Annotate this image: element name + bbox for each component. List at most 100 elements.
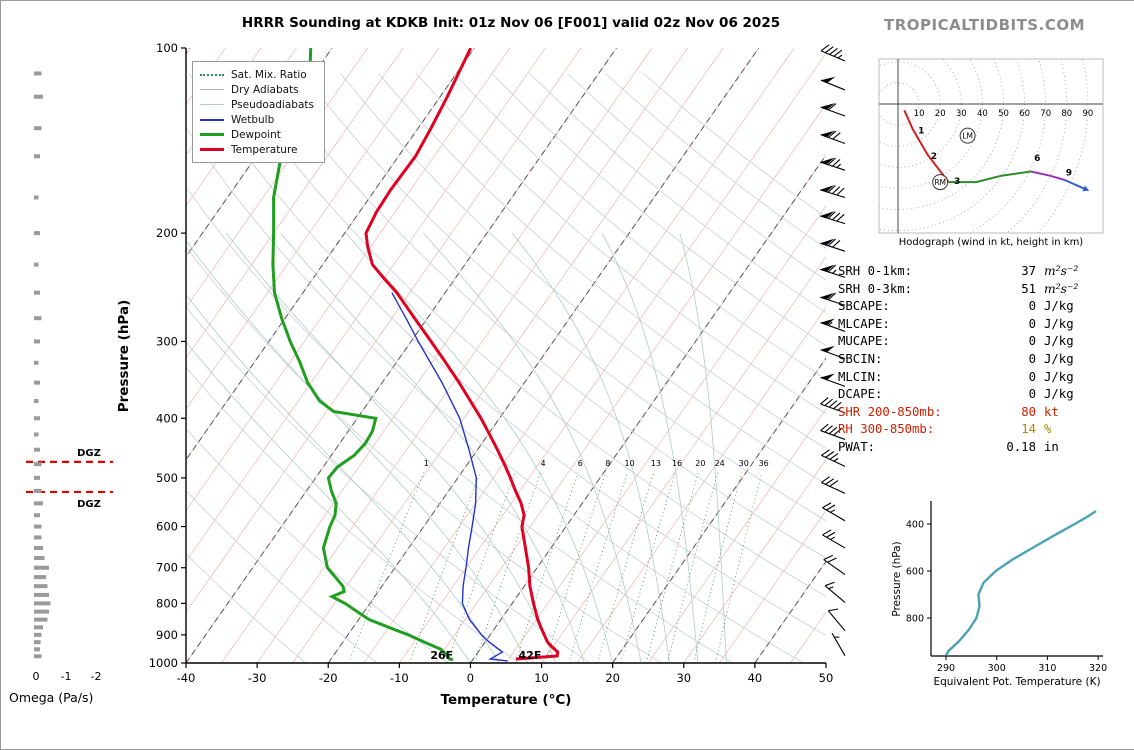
legend-item: Pseudoadiabats	[200, 97, 314, 112]
stat-row: SRH 0-3km: 51 m²s⁻²	[838, 281, 1102, 299]
stat-unit: in	[1044, 439, 1059, 454]
svg-text:-1: -1	[61, 670, 72, 683]
stat-row: SRH 0-1km: 37 m²s⁻²	[838, 263, 1102, 281]
stat-row: DCAPE: 0 J/kg	[838, 386, 1102, 404]
svg-text:Temperature (°C): Temperature (°C)	[441, 692, 572, 708]
svg-text:600: 600	[156, 520, 178, 534]
svg-text:90: 90	[1082, 109, 1093, 119]
stat-unit: J/kg	[1044, 334, 1074, 349]
svg-text:600: 600	[906, 567, 924, 578]
skewt-legend: Sat. Mix. Ratio Dry Adiabats Pseudoadiabat…	[192, 61, 325, 163]
omega-bar	[34, 640, 41, 645]
stat-unit: J/kg	[1044, 387, 1074, 402]
pseudo-line-sample	[200, 104, 224, 105]
legend-item: Temperature	[200, 142, 314, 157]
omega-bar	[34, 632, 42, 637]
skewt-axes: -40 -30 -20 -10 0 10 20 30 40 50 100 200 300 400 500 60…	[116, 41, 833, 708]
stat-unit: m²s⁻²	[1044, 264, 1079, 278]
thetae-axes: 400 600 800 290 300 310 320 Equivalent Pot. Tem…	[891, 501, 1107, 688]
svg-text:10: 10	[534, 671, 549, 685]
stat-unit: m²s⁻²	[1044, 281, 1079, 296]
omega-bar	[34, 416, 40, 421]
hodograph-trace: 1 2 3 6 9 RM LM	[903, 109, 1090, 192]
svg-text:400: 400	[156, 411, 178, 425]
legend-item: Sat. Mix. Ratio	[200, 67, 314, 82]
omega-bar	[34, 316, 42, 321]
svg-text:36: 36	[759, 459, 769, 468]
svg-text:500: 500	[156, 471, 178, 485]
svg-text:300: 300	[156, 334, 178, 348]
svg-text:DGZ: DGZ	[77, 499, 101, 510]
omega-bar	[34, 535, 42, 540]
wetbulb-curve	[391, 292, 508, 662]
stat-label: MLCIN:	[838, 369, 883, 384]
hodograph: 10 20 30 40 50 60 70 80 90 1 2 3 6 9 RM LM	[878, 58, 1104, 234]
omega-bar	[34, 556, 45, 561]
svg-text:1: 1	[918, 127, 924, 137]
svg-text:Omega (Pa/s): Omega (Pa/s)	[9, 690, 93, 705]
hodograph-caption: Hodograph (wind in kt, height in km)	[898, 237, 1084, 248]
svg-text:-30: -30	[248, 671, 267, 685]
svg-text:8: 8	[605, 459, 610, 468]
omega-bar	[34, 475, 40, 480]
svg-text:310: 310	[1038, 663, 1056, 674]
stat-row: SBCAPE: 0 J/kg	[838, 298, 1102, 316]
satmix-line-sample	[200, 73, 224, 76]
svg-text:320: 320	[1089, 663, 1107, 674]
dewpoint-line-sample	[200, 133, 224, 136]
stat-unit: J/kg	[1044, 316, 1074, 331]
svg-text:13: 13	[651, 459, 661, 468]
omega-bar	[34, 609, 49, 614]
stat-value: 0	[1028, 369, 1036, 384]
wetbulb-line-sample	[200, 118, 224, 121]
omega-bar	[34, 195, 39, 200]
stats-panel: SRH 0-1km: 37 m²s⁻² SRH 0-3km: 51 m²s⁻² SBCAPE…	[838, 263, 1102, 457]
svg-text:20: 20	[935, 109, 946, 119]
svg-text:-40: -40	[177, 671, 196, 685]
stat-value: 0	[1028, 299, 1036, 314]
svg-text:26F: 26F	[430, 649, 453, 662]
svg-text:-20: -20	[319, 671, 338, 685]
thetae-chart: 400 600 800 290 300 310 320 Equivalent Pot. Tem…	[891, 501, 1107, 688]
stat-label: PWAT:	[838, 439, 876, 454]
omega-panel: 0 -1 -2 Omega (Pa/s)	[9, 71, 101, 705]
omega-bar	[34, 126, 42, 131]
svg-text:0: 0	[33, 670, 40, 683]
svg-text:30: 30	[676, 671, 691, 685]
svg-text:6: 6	[1034, 154, 1040, 164]
omega-bar	[34, 625, 43, 630]
omega-bar	[34, 262, 39, 267]
omega-bar	[34, 360, 39, 365]
svg-text:700: 700	[156, 561, 178, 575]
svg-text:80: 80	[1061, 109, 1072, 119]
omega-bar	[34, 462, 42, 467]
omega-bar	[34, 71, 42, 76]
stat-label: SBCAPE:	[838, 299, 890, 314]
omega-bar	[34, 654, 42, 659]
svg-text:10: 10	[914, 109, 925, 119]
stat-unit: %	[1044, 422, 1052, 437]
omega-bar	[34, 399, 39, 404]
stat-label: MUCAPE:	[838, 334, 890, 349]
svg-text:16: 16	[672, 459, 682, 468]
thetae-curve	[944, 510, 1097, 657]
stat-row: MLCIN: 0 J/kg	[838, 369, 1102, 387]
stat-value: 0	[1028, 316, 1036, 331]
svg-text:200: 200	[156, 226, 178, 240]
omega-bar	[34, 545, 43, 550]
svg-text:800: 800	[906, 614, 924, 625]
svg-text:70: 70	[1040, 109, 1051, 119]
svg-text:6: 6	[578, 459, 583, 468]
stat-value: 0	[1028, 351, 1036, 366]
svg-text:24: 24	[715, 459, 725, 468]
svg-text:290: 290	[937, 663, 955, 674]
svg-text:800: 800	[156, 596, 178, 610]
stat-label: MLCAPE:	[838, 316, 890, 331]
stat-label: SRH 0-1km:	[838, 264, 913, 278]
svg-text:40: 40	[977, 109, 988, 119]
stat-value: 0	[1028, 334, 1036, 349]
omega-bar	[34, 231, 40, 236]
svg-text:30: 30	[956, 109, 967, 119]
